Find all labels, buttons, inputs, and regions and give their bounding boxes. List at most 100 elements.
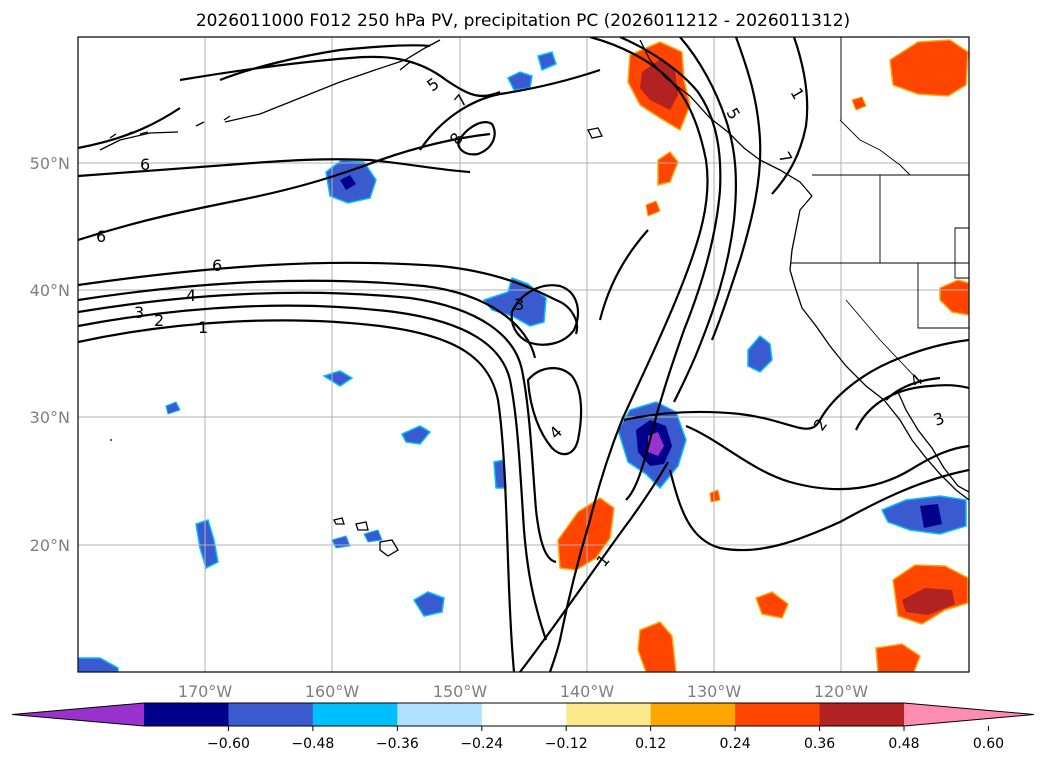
colorbar-tick-label: 0.60 <box>973 736 1004 752</box>
precip-positive-small1 <box>851 96 867 111</box>
pv-contour-8 <box>456 121 496 156</box>
contour-label: 1 <box>198 318 208 337</box>
precip-negative-small-i <box>412 591 445 617</box>
precip-positive-se-core <box>902 588 955 615</box>
lon-label: 170°W <box>178 682 233 701</box>
colorbar-segment <box>650 703 736 726</box>
precip-negative-small-b <box>322 370 354 387</box>
hawaii-islands <box>110 439 399 557</box>
colorbar-segment <box>566 703 652 726</box>
colorbar-tick-label: −0.12 <box>545 736 588 752</box>
colorbar-tick-label: 0.24 <box>720 736 751 752</box>
canada-box <box>840 37 969 279</box>
colorbar-tick-label: −0.36 <box>376 736 419 752</box>
pv-contour-1c <box>668 468 969 552</box>
contour-label: 6 <box>212 256 222 275</box>
contour-label: 4 <box>186 286 196 305</box>
colorbar-extend-low <box>12 703 144 726</box>
precip-negative-small-a <box>747 334 773 373</box>
colorbar-tick-label: −0.60 <box>207 736 250 752</box>
pv-contour-north5 <box>771 37 809 195</box>
lat-label: 40°N <box>30 281 70 300</box>
precip-positive-south2 <box>875 643 921 672</box>
colorbar-outline <box>11 702 1035 727</box>
colorbar-segment <box>735 703 821 726</box>
pv-contour-1b <box>685 424 969 491</box>
precip-positive-small3 <box>645 200 661 217</box>
precip-positive-ne <box>889 39 969 97</box>
contour-label: 2 <box>154 311 164 330</box>
precip-negative-central-core <box>648 432 664 456</box>
pv-contour-north1 <box>548 37 709 672</box>
pv-contour-south-diag <box>519 461 669 672</box>
pv-contour-4b <box>885 376 941 401</box>
contour-label: 6 <box>140 155 150 174</box>
colorbar-segment <box>228 703 314 726</box>
contour-label: 3 <box>514 295 524 314</box>
pv-contour-7b <box>419 68 601 151</box>
lat-label: 20°N <box>30 536 70 555</box>
colorbar-tick-label: −0.24 <box>460 736 503 752</box>
colorbar-segment <box>481 703 567 726</box>
precip-negative-small-d <box>400 425 432 445</box>
lat-label: 50°N <box>30 154 70 173</box>
colorbar <box>11 702 1035 727</box>
pv-contour-4-loop <box>526 367 583 456</box>
pv-contour-1 <box>78 319 516 672</box>
pv-contour-inner <box>598 229 649 321</box>
colorbar-tick-label: −0.48 <box>291 736 334 752</box>
pv-contour-6 <box>78 261 579 335</box>
pv-contour-2 <box>623 338 969 430</box>
precip-positive-south <box>637 621 677 672</box>
pv-contour-3b <box>855 384 969 431</box>
baja-coast <box>897 391 969 493</box>
colorbar-segment <box>397 703 483 726</box>
pv-contour-3-loop <box>510 284 579 346</box>
precip-negative-bc-core <box>340 175 356 190</box>
precip-positive-small4 <box>755 591 789 619</box>
precip-negative-small-f <box>195 519 219 570</box>
colorbar-tick-label: 0.36 <box>804 736 835 752</box>
pv-contour-3 <box>78 291 557 564</box>
precip-negative-north1 <box>506 71 533 91</box>
pv-contour-2 <box>78 304 548 641</box>
map-background <box>78 37 969 672</box>
contour-label: 6 <box>96 227 106 246</box>
colorbar-segment <box>312 703 398 726</box>
colorbar-ticks: −0.60 −0.48 −0.36 −0.24 −0.12 0.12 0.24 0.36 0.4… <box>207 726 1004 752</box>
colorbar-tick-label: 0.12 <box>635 736 666 752</box>
pv-contours <box>78 37 969 672</box>
colorbar-extend-high <box>904 703 1034 726</box>
colorbar-segment <box>144 703 229 726</box>
lon-label: 140°W <box>560 682 615 701</box>
precip-positive-east <box>939 279 969 316</box>
colorbar-tick-label: 0.48 <box>888 736 919 752</box>
precip-positive-small2 <box>657 150 679 186</box>
pv-contour-north4 <box>710 37 762 341</box>
precip-positive-alaska-core <box>640 58 678 110</box>
map-frame <box>77 36 970 673</box>
longitude-labels: 170°W 160°W 150°W 140°W 130°W 120°W <box>178 682 869 701</box>
state-borders <box>790 119 969 381</box>
precip-negative-small-h <box>363 529 383 543</box>
lon-label: 160°W <box>305 682 360 701</box>
map-title: 2026011000 F012 250 hPa PV, precipitatio… <box>196 11 850 31</box>
precip-negative-small-c <box>165 401 181 415</box>
pv-contour-6d <box>78 107 181 150</box>
precip-positive-dot <box>709 489 721 503</box>
precip-negative-north2 <box>537 51 557 72</box>
pv-contour-north2 <box>619 37 722 501</box>
precipitation-shading <box>78 39 969 672</box>
pv-contour-6b <box>78 132 491 242</box>
lon-label: 150°W <box>433 682 488 701</box>
pv-contour-6c <box>78 158 471 178</box>
colorbar-segment <box>819 703 905 726</box>
lat-label: 30°N <box>30 408 70 427</box>
lon-label: 130°W <box>687 682 742 701</box>
precip-negative-east-core <box>920 504 942 528</box>
precip-negative-corner <box>78 657 119 672</box>
contour-label: 3 <box>134 303 144 322</box>
map-area: 5 7 8 6 6 6 4 3 2 1 3 4 1 5 7 2 3 4 1 <box>78 37 969 672</box>
pv-contour-7 <box>219 44 431 82</box>
lon-label: 120°W <box>814 682 869 701</box>
